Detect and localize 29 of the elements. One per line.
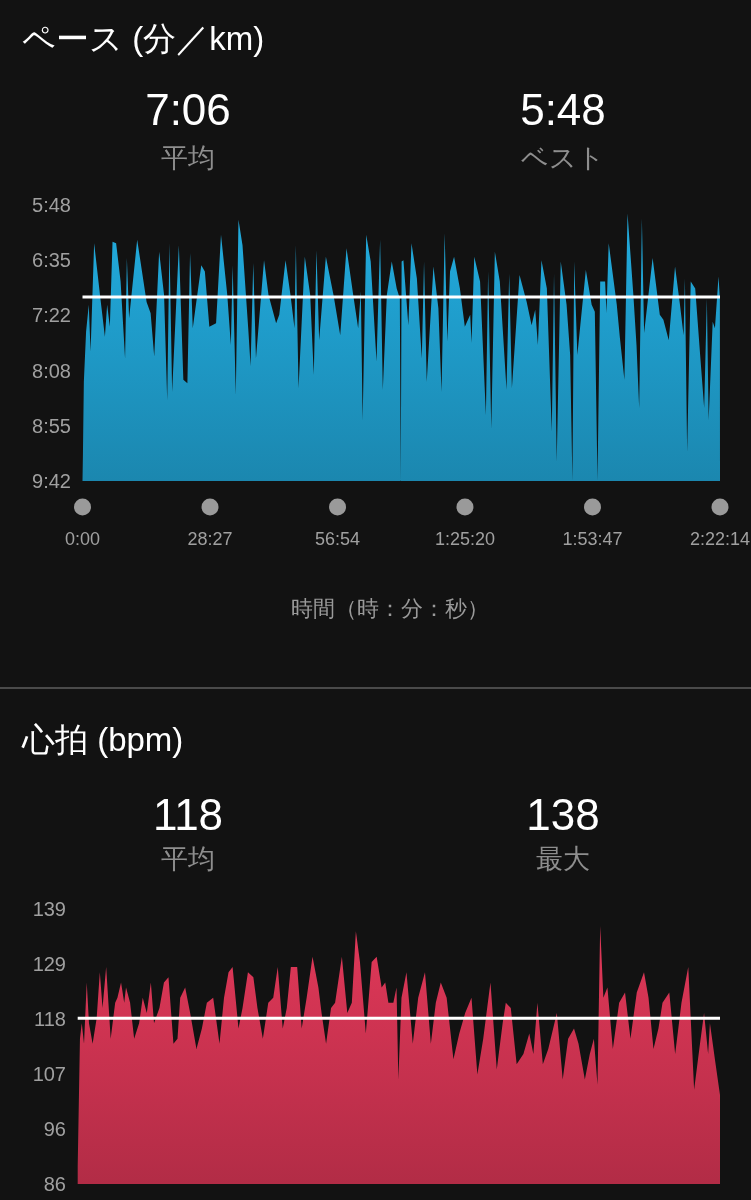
x-tick-label: 2:22:14 — [689, 529, 751, 549]
y-tick-label: 5:48 — [32, 194, 71, 216]
x-axis-title: 時間（時：分：秒） — [291, 596, 489, 621]
y-tick-label: 118 — [34, 1007, 66, 1030]
x-tick-label: 28:27 — [187, 529, 233, 549]
stat-label: 平均 — [161, 143, 215, 173]
stat-label: ベスト — [521, 143, 605, 173]
y-tick-label: 8:08 — [32, 359, 71, 382]
y-tick-label: 129 — [32, 952, 66, 975]
x-tick-label: 1:53:47 — [562, 529, 623, 549]
y-tick-label: 7:22 — [32, 304, 71, 327]
x-tick-label: 1:25:20 — [434, 529, 495, 549]
stat-value: 118 — [152, 790, 224, 839]
y-tick-label: 8:55 — [32, 414, 71, 437]
x-tick-label: 0:00 — [65, 529, 100, 549]
y-tick-label: 96 — [43, 1117, 66, 1140]
stat-value: 138 — [526, 790, 600, 839]
stat-label: 平均 — [161, 844, 215, 874]
title: ペース (分／km) — [22, 20, 265, 57]
title: 心拍 (bpm) — [22, 721, 184, 758]
y-tick-label: 107 — [32, 1063, 66, 1085]
y-tick-label: 86 — [43, 1173, 66, 1195]
stat-value: 5:48 — [520, 85, 606, 134]
y-tick-label: 139 — [32, 897, 66, 920]
stat-value: 7:06 — [145, 85, 231, 134]
y-tick-label: 6:35 — [32, 249, 71, 272]
stat-label: 最大 — [536, 844, 590, 874]
x-tick-label: 56:54 — [315, 529, 361, 549]
y-tick-label: 9:42 — [32, 470, 71, 492]
